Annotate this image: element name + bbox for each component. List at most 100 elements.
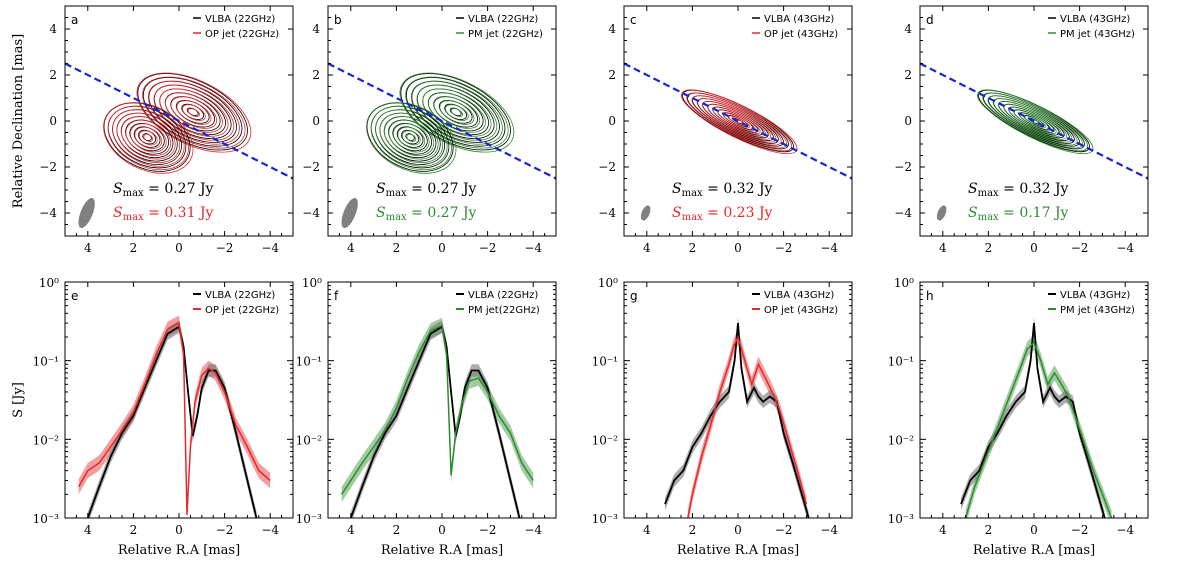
contour-plot-area [624,62,852,221]
model-contour [401,130,421,146]
model-contour [129,123,167,153]
y-tick-label: 10⁰ [598,276,618,290]
model-uncertainty-band [78,315,271,518]
y-tick-label: 2 [49,68,57,82]
panel-letter: e [71,289,78,303]
contour-plot-area [65,62,293,229]
model-uncertainty-band [965,334,1112,518]
panel-letter: a [71,13,78,27]
y-tick-label: −2 [39,160,57,174]
x-tick-label: 0 [1030,241,1038,255]
x-tick-label: −4 [1116,241,1134,255]
profile-panel-h: 4 2 0 −2 −4 10⁰ 10⁻¹ 10⁻² 10⁻³ h VLBA (43GHz) PM je… [888,276,1149,558]
vlba-profile-line [349,325,521,518]
x-tick-label: −2 [216,523,234,537]
x-tick-label: −2 [479,523,497,537]
x-tick-label: 4 [643,241,651,255]
y-tick-label: −4 [894,206,912,220]
vlba-contour [148,80,237,143]
y-tick-label: 10⁰ [39,276,59,290]
y-tick-label: 10⁻³ [888,512,915,526]
legend-label-vlba: VLBA (22GHz) [468,290,538,301]
model-contour [142,76,246,149]
model-contour [728,115,751,128]
x-axis-label: Relative R.A [mas] [973,543,1095,558]
model-profile-line [78,321,271,515]
model-contour [410,80,503,145]
x-tick-label: 4 [347,523,355,537]
x-tick-label: −2 [1071,523,1089,537]
vlba-contour [405,77,506,147]
legend-label-model: PM jet (22GHz) [468,29,543,40]
y-tick-label: −2 [894,160,912,174]
profile-plot-area [78,315,271,518]
model-profile-line [964,341,1113,518]
jet-axis-line [65,62,293,180]
y-tick-label: 10⁰ [302,276,322,290]
x-tick-label: 0 [1030,523,1038,537]
y-tick-label: 10⁰ [894,276,914,290]
x-tick-label: 2 [985,523,993,537]
jet-axis-line [624,62,852,180]
smax-model-annotation: Smax = 0.31 Jy [113,205,214,223]
y-tick-label: 10⁻¹ [888,355,914,369]
profile-plot-area [341,317,534,518]
y-tick-label: 0 [608,114,616,128]
model-contour [103,102,194,174]
legend-label-vlba: VLBA (22GHz) [205,14,275,25]
x-tick-label: −2 [1071,241,1089,255]
y-tick-label: 4 [49,22,57,36]
model-contour [433,96,481,129]
model-contour [116,112,180,164]
smax-model-annotation: Smax = 0.27 Jy [376,205,477,223]
x-tick-label: 2 [393,241,401,255]
x-tick-label: −2 [775,523,793,537]
x-tick-label: 2 [393,523,401,537]
legend-label-vlba: VLBA (22GHz) [468,14,538,25]
legend-label-vlba: VLBA (43GHz) [1060,290,1130,301]
y-tick-label: 0 [904,114,912,128]
x-tick-label: 2 [985,241,993,255]
beam-ellipse [78,197,95,229]
y-tick-label: 2 [904,68,912,82]
beam-ellipse [936,205,947,221]
model-contour [125,119,172,156]
y-tick-label: 10⁻¹ [592,355,618,369]
vlba-contour [411,80,500,143]
y-tick-label: 2 [608,68,616,82]
jet-axis-line [920,62,1148,180]
legend-label-vlba: VLBA (22GHz) [205,290,275,301]
x-tick-label: −4 [1116,523,1134,537]
x-axis-label: Relative R.A [mas] [381,543,503,558]
smax-vlba-annotation: Smax = 0.32 Jy [968,181,1069,199]
legend-label-vlba: VLBA (43GHz) [764,290,834,301]
contour-panel-a: 4 2 0 −2 −4 4 2 0 −2 −4 a VLBA (22GHz) OP jet (22GHz… [39,5,294,255]
model-contour [399,72,515,153]
x-tick-label: −4 [261,241,279,255]
x-tick-label: 4 [84,241,92,255]
panel-letter: b [334,13,342,27]
y-tick-label: 0 [49,114,57,128]
contour-panel-c: 4 2 0 −2 −4 4 2 0 −2 −4 c VLBA (43GHz) OP jet (43GHz… [598,5,853,255]
x-tick-label: 0 [734,241,742,255]
beam-ellipse [341,197,358,229]
model-contour [176,100,212,125]
y-tick-label: 10⁻³ [592,512,619,526]
y-tick-label: 10⁻¹ [33,355,59,369]
x-tick-label: −4 [820,241,838,255]
legend-label-vlba: VLBA (43GHz) [764,14,834,25]
vlba-profile-line [960,323,1106,518]
model-profile-line [341,324,534,495]
model-contour [134,126,163,149]
model-contour [187,108,200,117]
x-tick-label: −2 [479,241,497,255]
legend-label-vlba: VLBA (43GHz) [1060,14,1130,25]
vlba-uncertainty-band [665,316,809,518]
y-tick-label: −4 [302,206,320,220]
y-tick-label: 2 [312,68,320,82]
model-contour [143,133,154,142]
panel-letter: h [926,289,934,303]
model-contour [439,100,475,125]
x-tick-label: 0 [438,241,446,255]
